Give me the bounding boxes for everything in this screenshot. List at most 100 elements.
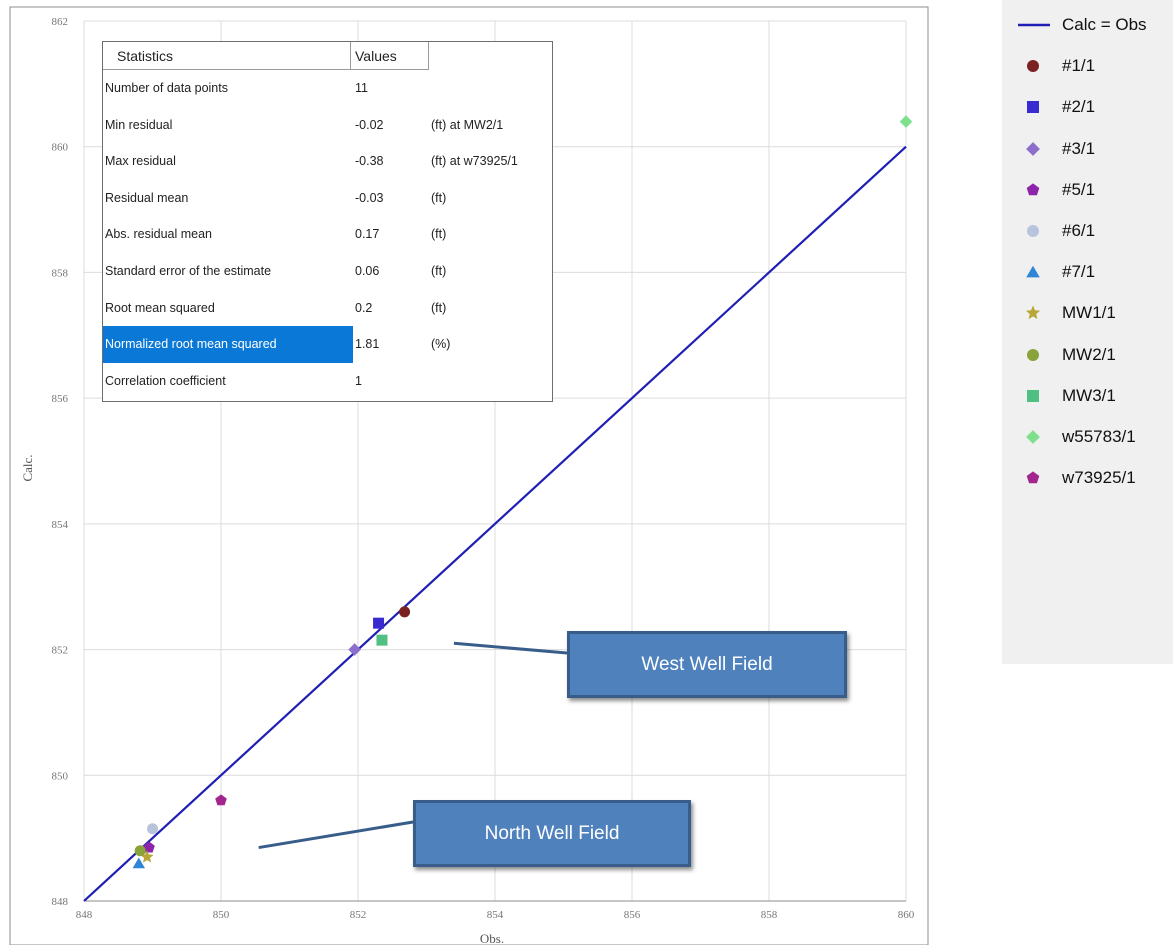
y-tick-label: 854 bbox=[52, 519, 69, 531]
legend-marker bbox=[1026, 265, 1040, 278]
data-point bbox=[140, 850, 154, 863]
x-tick-label: 848 bbox=[76, 909, 93, 921]
data-point bbox=[373, 617, 385, 629]
x-tick-label: 860 bbox=[898, 909, 915, 921]
stats-row-label: Abs. residual mean bbox=[105, 227, 213, 242]
y-tick-label: 856 bbox=[52, 393, 69, 405]
stats-row-unit: (ft) bbox=[431, 227, 447, 242]
legend-marker bbox=[1026, 141, 1040, 156]
north-well-field-arrow bbox=[258, 820, 414, 850]
legend-label: MW1/1 bbox=[1062, 303, 1116, 323]
data-points bbox=[132, 115, 913, 869]
legend-item: w55783/1 bbox=[1002, 420, 1173, 454]
data-point bbox=[399, 606, 411, 618]
stats-row-value: 11 bbox=[355, 81, 368, 95]
stats-row-value: 0.17 bbox=[355, 227, 380, 242]
data-point bbox=[147, 823, 158, 835]
stats-row-value: 1.81 bbox=[355, 337, 380, 352]
x-tick-label: 856 bbox=[624, 909, 641, 921]
stats-row-value: -0.03 bbox=[355, 190, 384, 205]
chart-legend: Calc = Obs #1/1 #2/1 #3/1 #5/1 #6/1 #7/1 MW1/1 M… bbox=[1002, 0, 1173, 664]
legend-item: #6/1 bbox=[1002, 214, 1173, 248]
stats-header-statistics[interactable]: Statistics bbox=[103, 42, 351, 70]
stats-row-unit: (ft) bbox=[431, 264, 447, 278]
stats-row[interactable]: Standard error of the estimate 0.06 (ft) bbox=[103, 253, 552, 290]
legend-marker bbox=[1026, 183, 1040, 196]
legend-label: w73925/1 bbox=[1062, 468, 1136, 488]
legend-item: MW3/1 bbox=[1002, 379, 1173, 413]
y-tick-label: 858 bbox=[52, 267, 69, 279]
stats-row-unit: (ft) bbox=[431, 300, 447, 315]
legend-marker-icon bbox=[1018, 23, 1050, 27]
legend-item: w73925/1 bbox=[1002, 461, 1173, 495]
legend-label: Calc = Obs bbox=[1062, 15, 1147, 34]
stats-row-value: 0.2 bbox=[355, 300, 373, 315]
stats-row-label: Standard error of the estimate bbox=[105, 264, 272, 278]
legend-item: #3/1 bbox=[1002, 132, 1173, 166]
stats-row[interactable]: Min residual -0.02 (ft) at MW2/1 bbox=[103, 107, 552, 144]
stats-row[interactable]: Correlation coefficient 1 bbox=[103, 363, 552, 400]
legend-marker bbox=[1026, 430, 1040, 444]
stats-row-label: Number of data points bbox=[105, 81, 228, 95]
stats-row-unit: (ft) at MW2/1 bbox=[431, 117, 504, 132]
west-well-field-callout: West Well Field bbox=[567, 631, 847, 698]
data-point bbox=[143, 841, 155, 853]
stats-row[interactable]: Max residual -0.38 (ft) at w73925/1 bbox=[103, 143, 552, 180]
stats-row[interactable]: Residual mean -0.03 (ft) bbox=[103, 180, 552, 217]
legend-marker-icon bbox=[1027, 60, 1039, 73]
data-point bbox=[376, 634, 388, 646]
legend-label: #3/1 bbox=[1062, 138, 1096, 158]
x-tick-label: 854 bbox=[487, 909, 504, 921]
stats-row-label: Normalized root mean squared bbox=[103, 326, 353, 363]
north-well-field-callout: North Well Field bbox=[413, 800, 691, 867]
legend-label: w55783/1 bbox=[1062, 427, 1136, 446]
stats-row-label: Residual mean bbox=[105, 190, 189, 205]
tick-labels: 848 850 852 854 856 858 860 848 850 852 854 856 858 8… bbox=[52, 16, 915, 921]
stats-header-row: Statistics Values bbox=[103, 42, 552, 70]
legend-marker bbox=[1027, 101, 1039, 114]
legend-marker bbox=[1027, 225, 1039, 237]
legend-item: #1/1 bbox=[1002, 49, 1173, 83]
legend-item: Calc = Obs bbox=[1002, 8, 1173, 42]
stats-row-label: Correlation coefficient bbox=[105, 373, 226, 388]
legend-marker bbox=[1027, 348, 1039, 361]
y-tick-label: 862 bbox=[52, 16, 69, 28]
legend-label: #7/1 bbox=[1062, 262, 1096, 282]
legend-label: MW2/1 bbox=[1062, 344, 1116, 364]
x-tick-label: 852 bbox=[350, 909, 367, 921]
legend-marker-icon bbox=[1027, 225, 1039, 237]
stats-row-label: Root mean squared bbox=[105, 300, 215, 315]
stats-header-values[interactable]: Values bbox=[351, 42, 429, 70]
legend-label: #2/1 bbox=[1062, 97, 1096, 117]
stats-row-label: Max residual bbox=[105, 154, 176, 169]
y-tick-label: 852 bbox=[52, 645, 69, 657]
stats-row-label: Min residual bbox=[105, 117, 173, 132]
legend-label: #6/1 bbox=[1062, 221, 1096, 240]
stats-row[interactable]: Root mean squared 0.2 (ft) bbox=[103, 290, 552, 327]
stats-row-unit: (%) bbox=[431, 337, 451, 352]
y-tick-label: 850 bbox=[52, 770, 69, 782]
y-tick-label: 860 bbox=[52, 142, 69, 154]
legend-marker bbox=[1027, 389, 1039, 402]
legend-marker-icon bbox=[1025, 305, 1041, 320]
legend-marker bbox=[1025, 305, 1041, 320]
legend-marker-icon bbox=[1027, 348, 1039, 361]
x-tick-label: 858 bbox=[761, 909, 778, 921]
stats-row[interactable]: Abs. residual mean 0.17 (ft) bbox=[103, 216, 552, 253]
legend-label: MW3/1 bbox=[1062, 385, 1116, 405]
legend-item: #2/1 bbox=[1002, 90, 1173, 124]
annotation-arrows bbox=[258, 641, 568, 850]
y-tick-label: 848 bbox=[52, 896, 69, 908]
data-point bbox=[348, 643, 361, 656]
data-point bbox=[132, 857, 145, 869]
legend-item: #5/1 bbox=[1002, 173, 1173, 207]
legend-marker-icon bbox=[1027, 389, 1039, 402]
stats-row[interactable]: Number of data points 11 bbox=[103, 70, 552, 107]
x-tick-label: 850 bbox=[213, 909, 230, 921]
legend-item: MW1/1 bbox=[1002, 296, 1173, 330]
stats-row-unit: (ft) bbox=[431, 190, 447, 205]
legend-marker-icon bbox=[1026, 430, 1040, 444]
stats-row[interactable]: Normalized root mean squared 1.81 (%) bbox=[103, 326, 552, 363]
legend-marker bbox=[1027, 60, 1039, 73]
calc-equals-obs-line bbox=[83, 145, 907, 902]
